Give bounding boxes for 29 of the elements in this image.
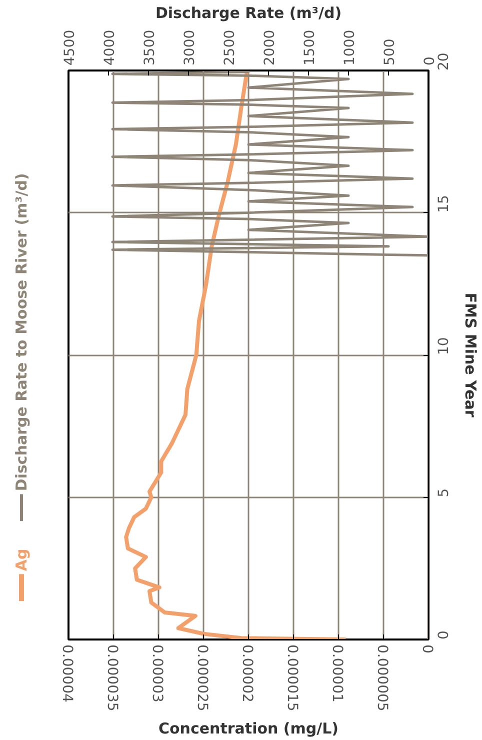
x2-tick-label: 4500 <box>62 30 78 66</box>
x2-tick-label: 500 <box>382 38 398 66</box>
x-tick-label: 0.000025 <box>194 644 210 712</box>
x-tick-label: 0.00001 <box>329 644 345 702</box>
y-axis-title: FMS Mine Year <box>462 292 480 418</box>
x2-tick-label: 2000 <box>262 30 278 66</box>
x2-tick-label: 4000 <box>102 30 118 66</box>
x2-tick-label: 3500 <box>142 30 158 66</box>
x-tick-label: 0.000005 <box>374 644 390 712</box>
x-tick-label: 0.000035 <box>104 644 120 712</box>
y-tick-label: 0 <box>436 630 452 640</box>
x2-axis-title: Discharge Rate (m³/d) <box>155 4 342 22</box>
x-tick-label: 0.000015 <box>284 644 300 712</box>
x-tick-label: 0.00003 <box>149 644 165 702</box>
x2-tick-label: 3000 <box>182 30 198 66</box>
x-tick-label: 0.00002 <box>239 644 255 702</box>
x2-tick-label: 0 <box>422 56 438 66</box>
x-tick-label: 0 <box>419 644 435 654</box>
x-tick-label: 0.00004 <box>59 644 75 702</box>
x-axis-title: Concentration (mg/L) <box>158 719 339 738</box>
x2-tick-label: 2500 <box>222 30 238 66</box>
text: Discharge Rate to Moose River (m³/d) <box>12 173 30 492</box>
y-tick-label: 10 <box>436 337 452 355</box>
x2-tick-label: 1500 <box>302 30 318 66</box>
text: Ag <box>12 548 30 572</box>
x2-tick-label: 1000 <box>342 30 358 66</box>
y-tick-label: 15 <box>436 194 452 213</box>
y-tick-label: 5 <box>436 488 452 498</box>
y-tick-label: 20 <box>436 52 452 70</box>
